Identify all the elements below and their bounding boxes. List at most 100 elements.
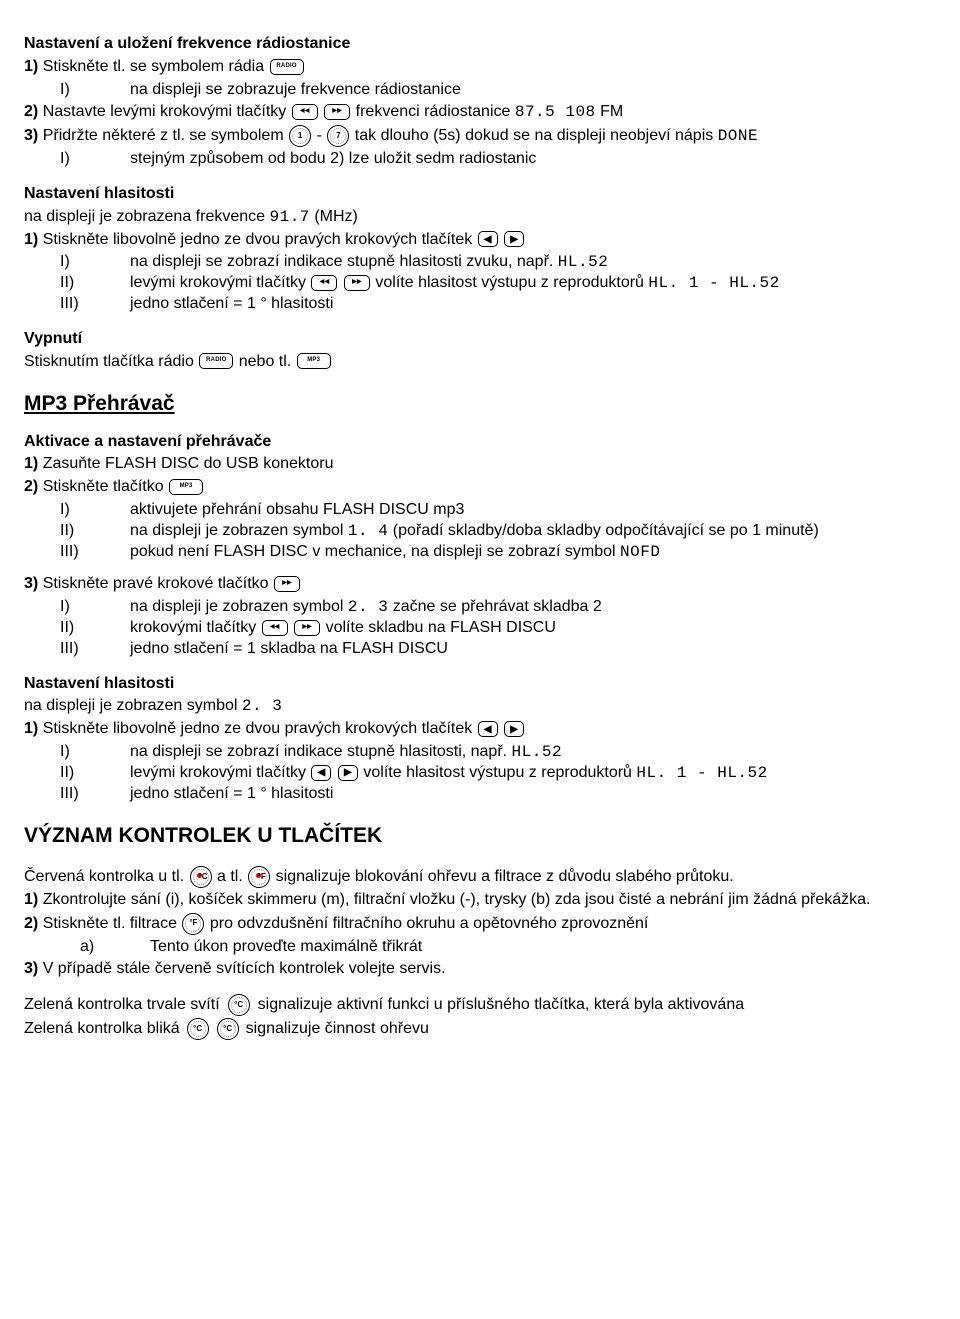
heading-sec7: Nastavení hlasitosti <box>24 674 936 695</box>
text: Stiskněte tl. filtrace <box>43 915 182 932</box>
text: frekvenci rádiostanice <box>356 103 515 120</box>
left-arrow-icon: ◀ <box>478 231 498 247</box>
text: Zelená kontrolka trvale svítí <box>24 995 220 1016</box>
line-3: Stisknutím tlačítka rádio RADIO nebo tl.… <box>24 352 936 373</box>
num-2: 2) <box>24 103 38 120</box>
line-7-iii: III) jedno stlačení = 1 ° hlasitosti <box>24 784 936 805</box>
num-2: 2) <box>24 915 38 932</box>
line-5-i: I) aktivujete přehrání obsahu FLASH DISC… <box>24 500 936 521</box>
line-2-ii: II) levými krokovými tlačítky ◀◀ ▶▶ volí… <box>24 273 936 294</box>
text: Nastavte levými krokovými tlačítky <box>43 103 291 120</box>
text: na displeji se zobrazí indikace stupně h… <box>130 253 558 270</box>
roman-i: I) <box>24 149 130 170</box>
fastforward-icon: ▶▶ <box>344 275 370 291</box>
line-7-i: I) na displeji se zobrazí indikace stupn… <box>24 742 936 763</box>
text: stejným způsobem od bodu 2) lze uložit s… <box>130 149 936 170</box>
dash: - <box>317 127 327 144</box>
text: Stiskněte tl. se symbolem rádia <box>43 58 269 75</box>
done-label: DONE <box>718 127 758 145</box>
text: začne se přehrávat skladba 2 <box>393 598 602 615</box>
line-6-iii: III) jedno stlačení = 1 skladba na FLASH… <box>24 639 936 660</box>
line-1-3: 3) Přidržte některé z tl. se symbolem 1 … <box>24 125 936 147</box>
num-3: 3) <box>24 960 38 977</box>
roman-iii: III) <box>24 542 130 563</box>
roman-i: I) <box>24 742 130 763</box>
celsius-button-icon: °C <box>217 1018 239 1040</box>
text: Červená kontrolka u tl. <box>24 868 189 885</box>
heading-sec1: Nastavení a uložení frekvence rádiostani… <box>24 34 936 55</box>
hl-range: HL. 1 - HL.52 <box>636 764 767 782</box>
heading-sec2: Nastavení hlasitosti <box>24 184 936 205</box>
text: jedno stlačení = 1 skladba na FLASH DISC… <box>130 639 936 660</box>
text: levými krokovými tlačítky <box>130 274 310 291</box>
hl52-value: HL.52 <box>558 253 609 271</box>
line-2-i: I) na displeji se zobrazí indikace stupn… <box>24 252 936 273</box>
text: volíte hlasitost výstupu z reproduktorů <box>375 274 648 291</box>
roman-iii: III) <box>24 784 130 805</box>
text: pokud není FLASH DISC v mechanice, na di… <box>130 543 620 560</box>
roman-ii: II) <box>24 618 130 639</box>
radio-button-icon: RADIO <box>270 59 304 75</box>
text: V případě stále červeně svítících kontro… <box>43 960 446 977</box>
line-2-sub: na displeji je zobrazena frekvence 91.7 … <box>24 207 936 228</box>
line-8-green2: Zelená kontrolka bliká °C °C signalizuje… <box>24 1018 936 1040</box>
heading-sec8: VÝZNAM KONTROLEK U TLAČÍTEK <box>24 822 936 849</box>
heading-sec5: Aktivace a nastavení přehrávače <box>24 432 936 453</box>
rewind-icon: ◀◀ <box>311 275 337 291</box>
text: krokovými tlačítky <box>130 619 261 636</box>
line-8-3: 3) V případě stále červeně svítících kon… <box>24 959 936 980</box>
right-arrow-icon: ▶ <box>504 721 524 737</box>
right-arrow-icon: ▶ <box>504 231 524 247</box>
text: volíte skladbu na FLASH DISCU <box>326 619 556 636</box>
left-arrow-icon: ◀ <box>478 721 498 737</box>
text: na displeji je zobrazen symbol <box>24 697 242 714</box>
line-6-3: 3) Stiskněte pravé krokové tlačítko ▶▶ <box>24 574 936 595</box>
roman-i: I) <box>24 500 130 521</box>
celsius-button-icon: °C <box>228 994 250 1016</box>
text: tak dlouho (5s) dokud se na displeji neo… <box>355 127 718 144</box>
roman-i: I) <box>24 80 130 101</box>
freq-value: 91.7 <box>269 208 309 226</box>
mp3-button-icon: MP3 <box>169 479 203 495</box>
text: na displeji je zobrazena frekvence <box>24 208 269 225</box>
line-2-iii: III) jedno stlačení = 1 ° hlasitosti <box>24 294 936 315</box>
celsius-button-icon: °C <box>190 866 212 888</box>
num-3: 3) <box>24 127 38 144</box>
line-7-sub: na displeji je zobrazen symbol 2. 3 <box>24 696 936 717</box>
roman-ii: II) <box>24 273 130 294</box>
letter-a: a) <box>24 937 150 958</box>
text: aktivujete přehrání obsahu FLASH DISCU m… <box>130 500 936 521</box>
text: na displeji se zobrazí indikace stupně h… <box>130 743 512 760</box>
fahrenheit-button-icon: °F <box>182 913 204 935</box>
num-1: 1) <box>24 720 38 737</box>
line-1-1: 1) Stiskněte tl. se symbolem rádia RADIO <box>24 57 936 78</box>
text: volíte hlasitost výstupu z reproduktorů <box>363 764 636 781</box>
text: Tento úkon proveďte maximálně třikrát <box>150 937 936 958</box>
line-5-1: 1) Zasuňte FLASH DISC do USB konektoru <box>24 454 936 475</box>
fastforward-icon: ▶▶ <box>274 576 300 592</box>
left-arrow-icon: ◀ <box>311 765 331 781</box>
hl-range: HL. 1 - HL.52 <box>648 274 779 292</box>
roman-iii: III) <box>24 294 130 315</box>
line-5-ii: II) na displeji je zobrazen symbol 1. 4 … <box>24 521 936 542</box>
line-8-green1: Zelená kontrolka trvale svítí °C signali… <box>24 994 936 1016</box>
nofd-label: NOFD <box>620 543 660 561</box>
num-2: 2) <box>24 478 38 495</box>
preset-7-icon: 7 <box>327 125 349 147</box>
hl52-value: HL.52 <box>512 743 563 761</box>
text: levými krokovými tlačítky <box>130 764 310 781</box>
symbol-2-3: 2. 3 <box>242 697 282 715</box>
text: signalizuje aktivní funkci u příslušného… <box>258 995 744 1016</box>
num-1: 1) <box>24 455 38 472</box>
fahrenheit-button-icon: °F <box>248 866 270 888</box>
preset-1-icon: 1 <box>289 125 311 147</box>
line-8-1: 1) Zkontrolujte sání (i), košíček skimme… <box>24 890 936 911</box>
text: nebo tl. <box>239 353 296 370</box>
freq-range: 87.5 108 <box>515 103 596 121</box>
text: Stiskněte libovolně jedno ze dvou pravýc… <box>43 720 477 737</box>
line-8-red: Červená kontrolka u tl. °C a tl. °F sign… <box>24 866 936 888</box>
symbol-2-3: 2. 3 <box>348 598 388 616</box>
roman-i: I) <box>24 252 130 273</box>
right-arrow-icon: ▶ <box>338 765 358 781</box>
num-1: 1) <box>24 231 38 248</box>
